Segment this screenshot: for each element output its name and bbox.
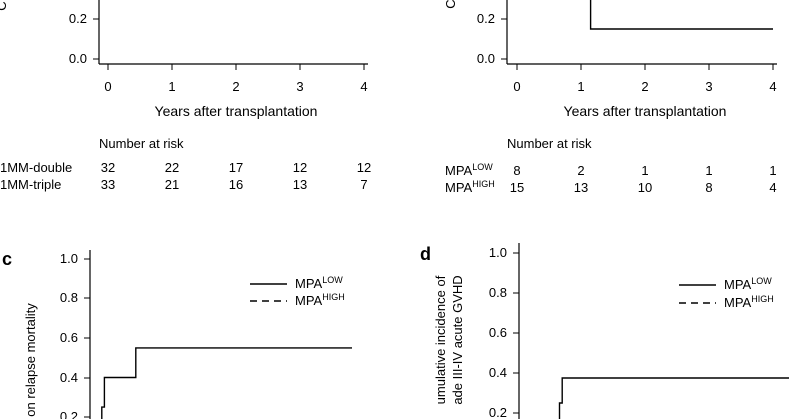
panel-c-label: c [2, 249, 12, 269]
panel-b-risk-value: 15 [510, 180, 524, 195]
panel-b-risk-value: 10 [638, 180, 652, 195]
panel-c-ytick-label: 1.0 [60, 251, 78, 266]
panel-a-risk-value: 12 [357, 160, 371, 175]
panel-a-risk-value: 21 [165, 177, 179, 192]
panel-a-risk-value: 32 [101, 160, 115, 175]
panel-a-risk-value: 33 [101, 177, 115, 192]
panel-b-xtick-label: 4 [769, 79, 776, 94]
panel-a-xtick-label: 3 [296, 79, 303, 94]
panel-c-legend-entry: MPALOW [295, 275, 343, 291]
panel-a-xtick-label: 0 [104, 79, 111, 94]
panel-a-xtick-label: 1 [168, 79, 175, 94]
panel-b-risk-row-label: MPAHIGH [445, 179, 495, 195]
panel-b-xtick-label: 0 [513, 79, 520, 94]
panel-a-xlabel: Years after transplantation [155, 103, 318, 119]
panel-b-risk-value: 1 [705, 163, 712, 178]
panel-d-ytick-label: 1.0 [489, 245, 507, 260]
panel-c-ylabel: on relapse mortality [23, 303, 38, 417]
panel-a-risk-value: 17 [229, 160, 243, 175]
panel-b-risk-value: 13 [574, 180, 588, 195]
panel-c-series-mpa-low [101, 347, 352, 419]
panel-b-risk-value: 8 [705, 180, 712, 195]
panel-b-risk-row-label: MPALOW [445, 162, 493, 178]
panel-b-risk-value: 1 [769, 163, 776, 178]
panel-b: C 0.2 0.0 0 1 2 3 4 Years after transpla… [443, 0, 777, 195]
panel-b-ytick-label: 0.0 [477, 51, 495, 66]
panel-b-xlabel: Years after transplantation [564, 103, 727, 119]
panel-b-xtick-label: 2 [641, 79, 648, 94]
panel-d-ytick-label: 0.6 [489, 325, 507, 340]
panel-a-risk-value: 16 [229, 177, 243, 192]
panel-a-risk-value: 13 [293, 177, 307, 192]
panel-a: C 0.2 0.0 0 1 2 3 4 Years after transpla… [0, 0, 371, 192]
panel-d-ytick-label: 0.4 [489, 365, 507, 380]
panel-a-risk-value: 12 [293, 160, 307, 175]
panel-c-ytick-label: 0.6 [60, 330, 78, 345]
panel-a-ytick-label: 0.0 [69, 51, 87, 66]
panel-a-xtick-label: 4 [360, 79, 367, 94]
panel-d-ytick-label: 0.8 [489, 285, 507, 300]
panel-b-ylabel: C [443, 0, 458, 9]
panel-d-label: d [420, 244, 431, 264]
panel-b-risk-value: 8 [513, 163, 520, 178]
panel-a-ylabel: C [0, 1, 9, 10]
panel-d-ylabel: umulative incidence of [433, 275, 448, 404]
panel-a-risk-value: 22 [165, 160, 179, 175]
panel-a-ytick-label: 0.2 [69, 11, 87, 26]
panel-a-xtick-label: 2 [232, 79, 239, 94]
panel-b-risk-value: 4 [769, 180, 776, 195]
panel-d-legend-entry: MPALOW [724, 276, 772, 292]
panel-d-legend-entry: MPAHIGH [724, 294, 774, 310]
panel-b-risk-value: 2 [577, 163, 584, 178]
panel-b-ytick-label: 0.2 [477, 11, 495, 26]
panel-b-xtick-label: 1 [577, 79, 584, 94]
panel-d-series-mpa-low [558, 377, 789, 419]
panel-d-ylabel: ade III-IV acute GVHD [450, 275, 465, 404]
panel-a-risk-title: Number at risk [99, 136, 184, 151]
panel-b-series-mpa-high [589, 0, 773, 30]
panel-b-risk-value: 1 [641, 163, 648, 178]
panel-b-xtick-label: 3 [705, 79, 712, 94]
panel-a-risk-row-label: 1MM-double [0, 160, 72, 175]
panel-c-ytick-label: 0.2 [60, 409, 78, 419]
panel-c-legend-entry: MPAHIGH [295, 292, 345, 308]
panel-a-risk-row-label: 1MM-triple [0, 177, 61, 192]
panel-a-risk-value: 7 [360, 177, 367, 192]
panel-c-ytick-label: 0.4 [60, 370, 78, 385]
panel-d-ytick-label: 0.2 [489, 405, 507, 419]
panel-d: d umulative incidence of ade III-IV acut… [420, 243, 789, 419]
panel-b-risk-title: Number at risk [507, 136, 592, 151]
panel-c: c on relapse mortality 1.0 0.8 0.6 0.4 0… [2, 249, 352, 419]
panel-c-ytick-label: 0.8 [60, 290, 78, 305]
